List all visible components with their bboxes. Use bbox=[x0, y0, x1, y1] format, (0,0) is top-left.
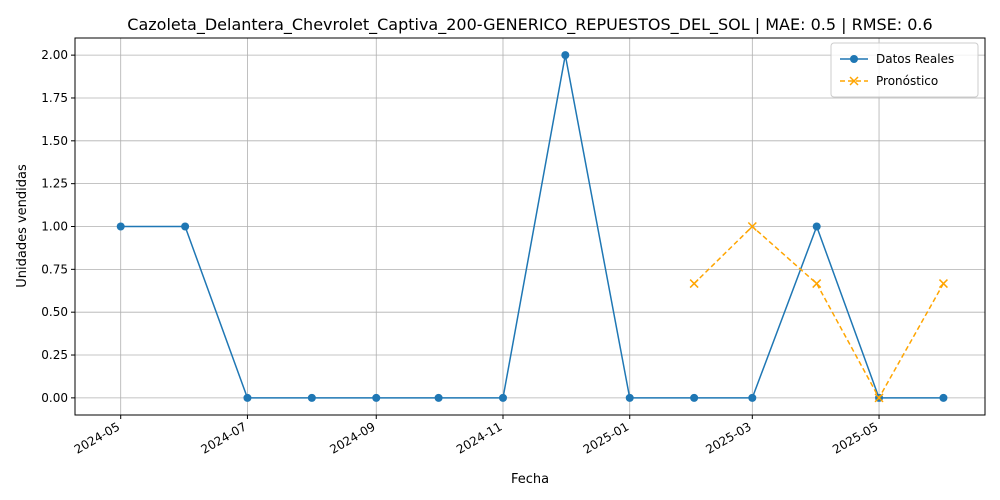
data-point bbox=[625, 393, 634, 402]
x-marker-stroke bbox=[689, 279, 699, 289]
data-point bbox=[747, 221, 757, 232]
data-point bbox=[812, 222, 821, 231]
data-point bbox=[243, 393, 252, 402]
x-marker-stroke bbox=[938, 279, 948, 289]
y-tick-label: 0.75 bbox=[41, 262, 68, 276]
series-layer bbox=[116, 51, 948, 403]
data-point bbox=[307, 393, 316, 402]
legend-label: Datos Reales bbox=[876, 52, 954, 66]
y-tick-label: 1.25 bbox=[41, 177, 68, 191]
y-axis-label: Unidades vendidas bbox=[15, 164, 30, 288]
x-tick-label: 2024-05 bbox=[72, 419, 122, 456]
grid bbox=[75, 38, 985, 415]
series-1 bbox=[689, 221, 948, 403]
data-point bbox=[116, 222, 125, 231]
data-point bbox=[690, 393, 699, 402]
x-tick-label: 2025-01 bbox=[581, 419, 631, 456]
x-axis-label: Fecha bbox=[511, 472, 549, 487]
legend-box bbox=[830, 42, 979, 98]
x-tick-label: 2024-09 bbox=[327, 419, 377, 456]
x-marker-stroke bbox=[874, 393, 884, 403]
y-tick-label: 0.00 bbox=[41, 391, 68, 405]
data-point bbox=[498, 393, 507, 402]
legend-entry: Pronóstico bbox=[840, 74, 938, 88]
legend-marker bbox=[850, 55, 858, 63]
data-point bbox=[748, 393, 757, 402]
data-point bbox=[689, 279, 699, 289]
data-point bbox=[812, 279, 822, 289]
data-point bbox=[181, 222, 190, 231]
x-tick-label: 2025-03 bbox=[703, 419, 753, 456]
y-tick-label: 2.00 bbox=[41, 48, 68, 62]
x-tick-label: 2024-11 bbox=[454, 419, 504, 456]
data-point bbox=[874, 393, 884, 403]
legend-marker bbox=[849, 76, 859, 86]
x-marker-stroke bbox=[812, 279, 822, 289]
legend: Datos Reales Pronóstico bbox=[830, 42, 979, 98]
x-marker-stroke bbox=[849, 76, 859, 86]
data-point bbox=[938, 279, 948, 289]
data-point bbox=[434, 393, 443, 402]
y-tick-label: 0.50 bbox=[41, 305, 68, 319]
x-tick-label: 2025-05 bbox=[830, 419, 880, 456]
y-tick-label: 1.00 bbox=[41, 220, 68, 234]
y-tick-label: 1.75 bbox=[41, 91, 68, 105]
legend-label: Pronóstico bbox=[876, 74, 938, 88]
x-axis: 2024-05 2024-07 2024-09 2024-11 2025-01 2025-… bbox=[72, 415, 881, 457]
y-axis: 0.00 0.25 0.50 0.75 1.00 1.25 1.50 1.75 2.00 bbox=[41, 48, 75, 405]
data-point bbox=[372, 393, 381, 402]
data-point bbox=[939, 393, 948, 402]
y-tick-label: 0.25 bbox=[41, 348, 68, 362]
legend-entry: Datos Reales bbox=[840, 52, 954, 66]
data-point bbox=[561, 51, 570, 60]
x-tick-label: 2024-07 bbox=[199, 419, 249, 456]
x-marker-stroke bbox=[747, 221, 757, 232]
series-line bbox=[120, 54, 944, 399]
chart-title: Cazoleta_Delantera_Chevrolet_Captiva_200… bbox=[127, 15, 932, 35]
y-tick-label: 1.50 bbox=[41, 134, 68, 148]
